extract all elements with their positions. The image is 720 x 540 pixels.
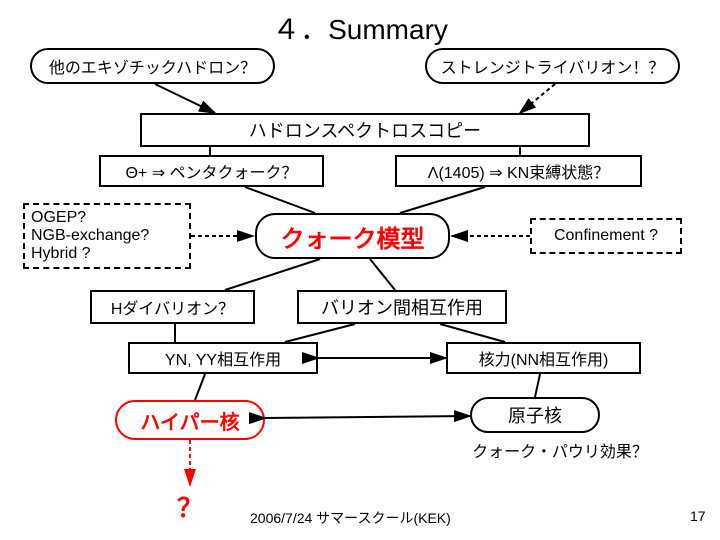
node-nn: 核力(NN相互作用) [446,342,641,374]
node-baryon-interaction: バリオン間相互作用 [297,290,507,324]
node-lambda: Λ(1405) ⇒ KN束縛状態？ [395,155,642,187]
node-spectroscopy: ハドロンスペクトロスコピー [140,113,590,147]
node-quark-model: クォーク模型 [255,213,450,259]
footer-page: 17 [690,508,706,524]
node-theta: Θ+ ⇒ ペンタクォーク？ [99,155,324,187]
page-title: ４．Summary [230,8,490,48]
node-ogep: OGEP? NGB-exchange? Hybrid ? [23,203,191,269]
node-h-dibaryon: Hダイバリオン？ [90,290,255,324]
node-confinement: Confinement ? [530,218,682,254]
node-hyper-nucleus: ハイパー核 [115,400,265,440]
node-exotic-hadron: 他のエキゾチックハドロン？ [30,48,275,84]
node-strange-tribaryon: ストレンジトライバリオン！？ [425,48,680,84]
node-pauli: クォーク・パウリ効果？ [445,438,675,462]
node-question: ？ [175,488,205,525]
ogep-text: OGEP? NGB-exchange? Hybrid ? [31,209,149,263]
footer-date: 2006/7/24 サマースクール(KEK) [250,508,451,528]
node-nucleus: 原子核 [470,397,600,433]
node-yn-yy: YN, YY相互作用 [128,342,318,374]
